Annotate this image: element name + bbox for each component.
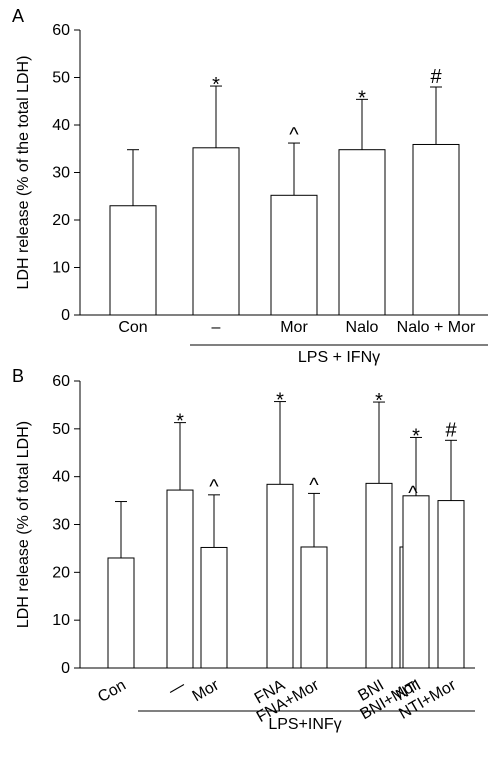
- bar: [266, 483, 294, 669]
- bar: [412, 143, 460, 316]
- category-label: –: [212, 319, 221, 336]
- panel-letter: A: [12, 6, 24, 26]
- bar: [437, 500, 465, 669]
- significance-marker: ^: [309, 474, 319, 496]
- bar: [200, 546, 228, 669]
- bar: [109, 205, 157, 316]
- significance-marker: *: [358, 87, 366, 109]
- bar: [300, 546, 328, 669]
- significance-marker: *: [375, 390, 383, 412]
- significance-marker: ^: [289, 124, 299, 146]
- category-label: Nalo + Mor: [397, 319, 476, 336]
- y-axis-label: LDH release (% of total LDH): [15, 421, 32, 628]
- category-label: —: [166, 677, 188, 700]
- y-tick-label: 40: [52, 469, 70, 486]
- significance-marker: #: [445, 419, 457, 441]
- significance-marker: ^: [209, 476, 219, 498]
- y-axis-label: LDH release (% of the total LDH): [15, 56, 32, 290]
- bar: [270, 194, 318, 316]
- y-tick-label: 0: [61, 660, 70, 677]
- y-tick-label: 30: [52, 517, 70, 534]
- y-tick-label: 50: [52, 70, 70, 87]
- category-label: Con: [95, 677, 129, 706]
- category-label: Mor: [280, 319, 308, 336]
- significance-marker: *: [276, 390, 284, 412]
- group-label: LPS+INFγ: [268, 716, 341, 733]
- bar: [192, 147, 240, 316]
- y-tick-label: 50: [52, 421, 70, 438]
- category-label: Mor: [190, 676, 223, 705]
- significance-marker: ^: [408, 483, 418, 505]
- y-tick-label: 60: [52, 373, 70, 390]
- significance-marker: *: [176, 411, 184, 433]
- bar: [166, 489, 194, 669]
- panel-a: A 0 10 20 30 40 50 60 LDH release (% of the tota…: [12, 6, 488, 366]
- bar: [402, 495, 430, 669]
- y-tick-label: 30: [52, 165, 70, 182]
- panel-b: B 0 10 20 30 40 50 60 LDH release (% of total LD…: [12, 366, 475, 733]
- y-tick-label: 10: [52, 612, 70, 629]
- panel-letter: B: [12, 366, 24, 386]
- group-label: LPS + IFNγ: [298, 349, 380, 366]
- bar: [338, 149, 386, 316]
- bar: [107, 557, 135, 669]
- significance-marker: *: [412, 425, 420, 447]
- y-tick-label: 60: [52, 22, 70, 39]
- y-tick-label: 40: [52, 117, 70, 134]
- y-tick-label: 20: [52, 212, 70, 229]
- y-tick-label: 10: [52, 260, 70, 277]
- category-label: Con: [118, 319, 147, 336]
- bar: [365, 482, 393, 669]
- significance-marker: #: [430, 66, 442, 88]
- significance-marker: *: [212, 74, 220, 96]
- y-tick-label: 0: [61, 307, 70, 324]
- y-tick-label: 20: [52, 564, 70, 581]
- category-label: Nalo: [346, 319, 379, 336]
